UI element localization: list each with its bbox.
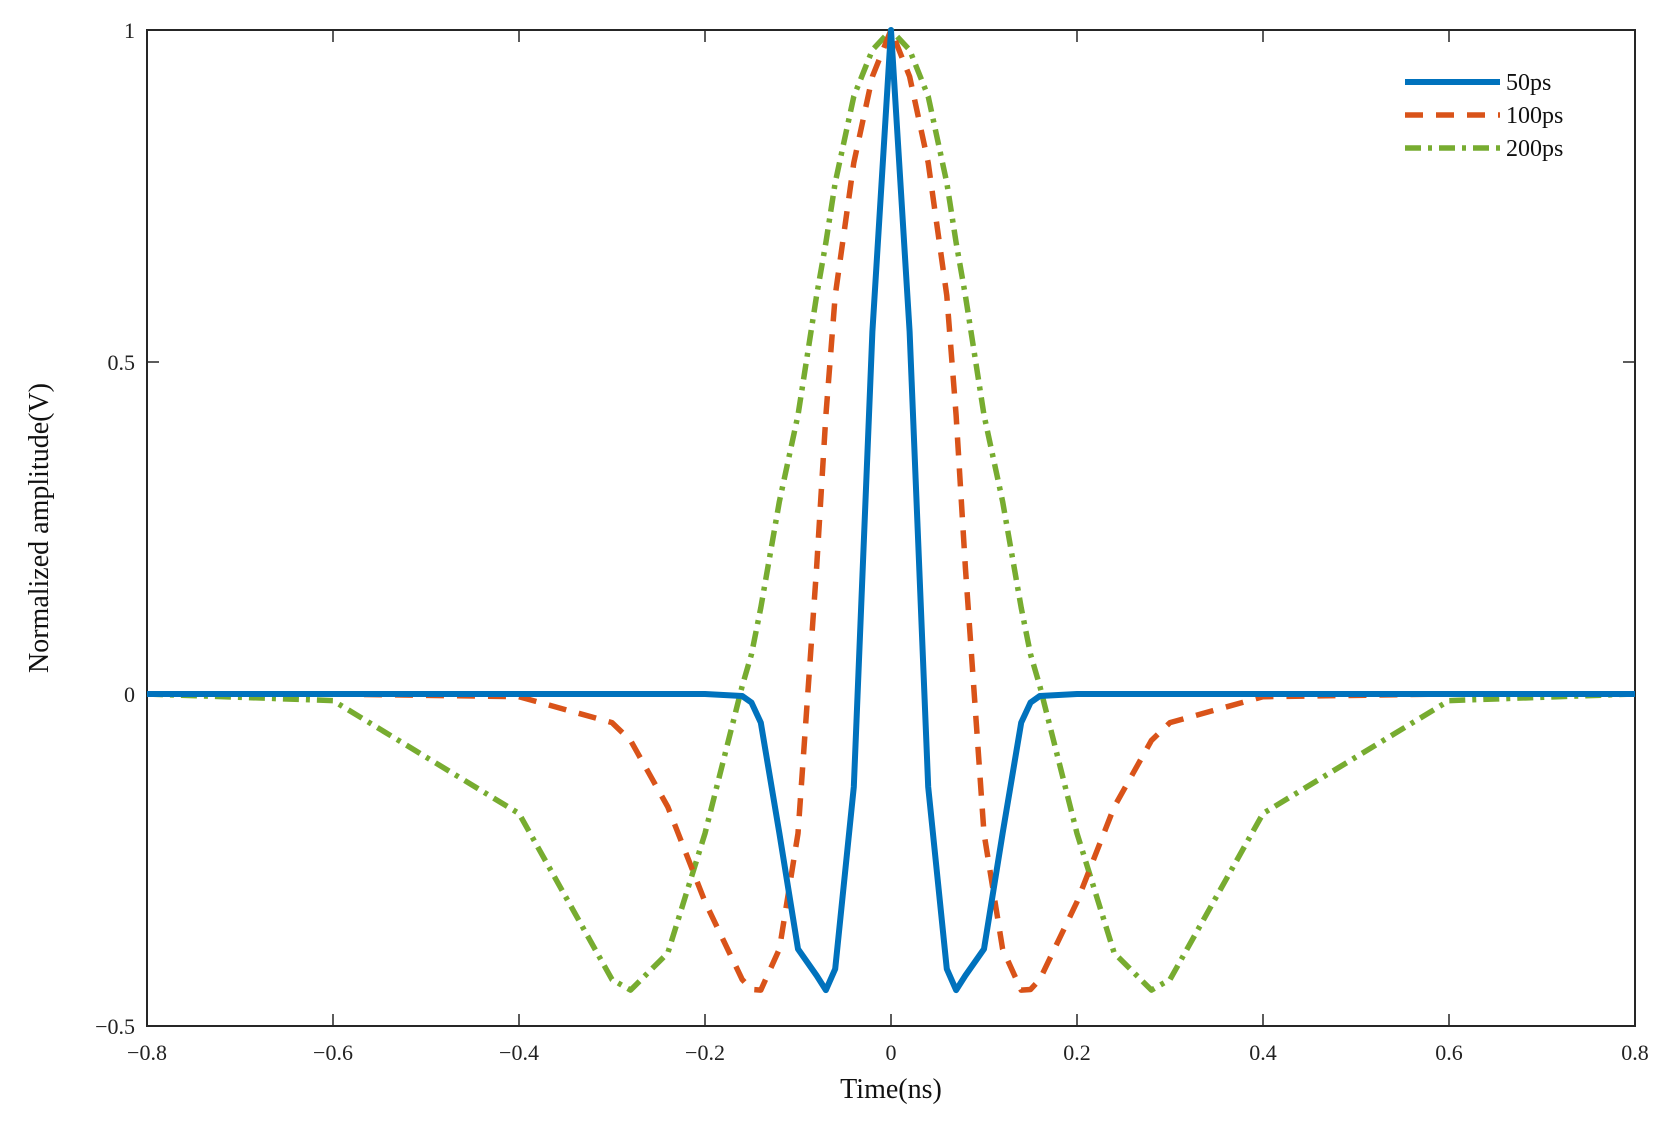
series-line-50ps: [147, 27, 1635, 994]
y-axis-label: Normalized amplitude(V): [24, 383, 55, 673]
x-tick-label: 0.8: [1621, 1040, 1649, 1065]
x-tick-label: −0.8: [127, 1040, 167, 1065]
legend-label: 50ps: [1506, 70, 1551, 96]
x-tick-label: 0.6: [1435, 1040, 1463, 1065]
y-axis-ticks: −0.5 0 0.5 1: [95, 18, 1635, 1039]
x-tick-label: 0: [886, 1040, 897, 1065]
x-tick-label: 0.2: [1063, 1040, 1091, 1065]
x-tick-label: −0.6: [313, 1040, 353, 1065]
plot-area: [146, 29, 1636, 1027]
legend-label: 200ps: [1506, 136, 1563, 162]
y-tick-label: 0.5: [108, 350, 136, 375]
legend-label: 100ps: [1506, 103, 1563, 129]
y-tick-label: 0: [124, 682, 135, 707]
x-tick-label: −0.4: [499, 1040, 539, 1065]
x-axis-ticks: −0.8 −0.6 −0.4 −0.2 0 0.2 0.4 0.6 0.8: [127, 30, 1649, 1065]
y-tick-label: −0.5: [95, 1014, 135, 1039]
series-layer: [146, 27, 1636, 994]
x-axis-label: Time(ns): [840, 1074, 942, 1105]
x-tick-label: 0.4: [1249, 1040, 1277, 1065]
y-tick-label: 1: [124, 18, 135, 43]
x-tick-label: −0.2: [685, 1040, 725, 1065]
legend: 50ps 100ps 200ps: [1405, 70, 1563, 162]
